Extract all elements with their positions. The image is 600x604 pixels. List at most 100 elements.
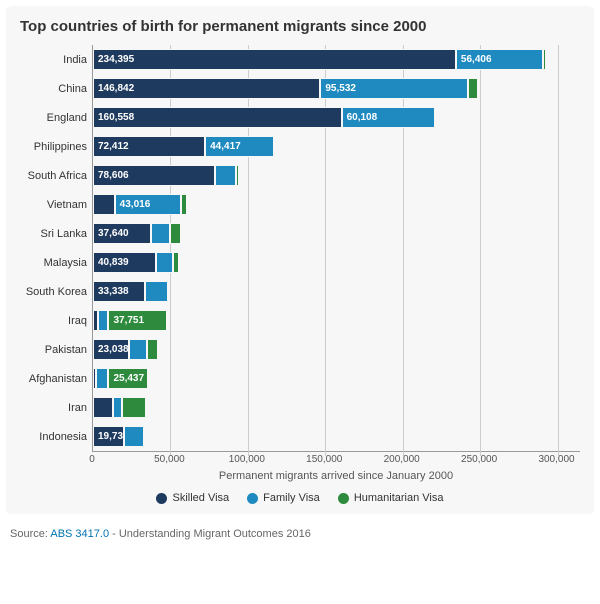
legend-item-skilled: Skilled Visa	[156, 492, 229, 504]
bar-stack: 33,338	[93, 281, 170, 302]
country-label: Philippines	[34, 141, 93, 153]
bar-value-label: 72,412	[94, 141, 129, 152]
x-axis-label: Permanent migrants arrived since January…	[92, 470, 580, 482]
country-row: Vietnam43,016	[93, 190, 580, 219]
country-row: Malaysia40,839	[93, 248, 580, 277]
bar-segment-family	[145, 281, 168, 302]
bar-segment-skilled: 37,640	[93, 223, 151, 244]
bar-value-label: 37,751	[109, 315, 144, 326]
bar-segment-family	[124, 426, 144, 447]
x-tick-label: 200,000	[384, 454, 420, 465]
bar-value-label: 25,437	[109, 373, 144, 384]
bar-segment-skilled: 19,730	[93, 426, 124, 447]
legend-swatch	[156, 493, 167, 504]
bar-segment-humanitarian	[168, 281, 170, 302]
bar-value-label: 146,842	[94, 83, 134, 94]
chart-body: India234,39556,406China146,84295,532Engl…	[20, 45, 580, 482]
x-tick-label: 50,000	[154, 454, 185, 465]
legend-swatch	[338, 493, 349, 504]
bar-stack: 19,730	[93, 426, 146, 447]
bar-value-label: 44,417	[206, 141, 241, 152]
bar-segment-family	[113, 397, 122, 418]
bar-segment-skilled: 40,839	[93, 252, 156, 273]
country-label: England	[47, 112, 93, 124]
bar-segment-humanitarian	[543, 49, 545, 70]
bar-segment-humanitarian	[181, 194, 187, 215]
bar-segment-skilled: 78,606	[93, 165, 215, 186]
x-tick-label: 250,000	[461, 454, 497, 465]
legend-label: Skilled Visa	[172, 492, 229, 504]
source-suffix: - Understanding Migrant Outcomes 2016	[112, 528, 311, 540]
bar-stack: 146,842 95,532	[93, 78, 478, 99]
bar-segment-skilled: 72,412	[93, 136, 205, 157]
country-label: Iran	[68, 402, 93, 414]
bar-stack: 160,55860,108	[93, 107, 435, 128]
source-line: Source: ABS 3417.0 - Understanding Migra…	[10, 528, 590, 540]
bar-segment-humanitarian: 37,751	[108, 310, 166, 331]
country-label: Vietnam	[47, 199, 93, 211]
country-row: Indonesia19,730	[93, 422, 580, 451]
bar-segment-humanitarian	[274, 136, 276, 157]
country-label: Sri Lanka	[41, 228, 93, 240]
country-row: England160,55860,108	[93, 103, 580, 132]
bar-value-label: 56,406	[457, 54, 492, 65]
bar-segment-humanitarian	[144, 426, 146, 447]
bar-segment-family	[156, 252, 173, 273]
legend-item-family: Family Visa	[247, 492, 320, 504]
bar-segment-family	[98, 310, 109, 331]
bar-stack: 37,640	[93, 223, 181, 244]
plot-area: India234,39556,406China146,84295,532Engl…	[92, 45, 580, 452]
bar-segment-skilled: 23,038	[93, 339, 129, 360]
legend-item-humanitarian: Humanitarian Visa	[338, 492, 444, 504]
chart-title: Top countries of birth for permanent mig…	[20, 18, 580, 35]
country-row: Philippines72,41244,417	[93, 132, 580, 161]
x-tick-label: 150,000	[306, 454, 342, 465]
bar-segment-family	[129, 339, 148, 360]
bar-segment-family: 56,406	[456, 49, 543, 70]
country-row: South Korea33,338	[93, 277, 580, 306]
bar-segment-humanitarian	[170, 223, 181, 244]
x-tick-label: 100,000	[229, 454, 265, 465]
bars-container: India234,39556,406China146,84295,532Engl…	[93, 45, 580, 451]
legend-label: Humanitarian Visa	[354, 492, 444, 504]
bar-segment-family	[96, 368, 108, 389]
bar-stack: 37,751	[93, 310, 167, 331]
bar-segment-skilled: 33,338	[93, 281, 145, 302]
legend-swatch	[247, 493, 258, 504]
bar-stack: 78,606	[93, 165, 239, 186]
country-label: Afghanistan	[29, 373, 93, 385]
legend-label: Family Visa	[263, 492, 320, 504]
bar-segment-humanitarian	[236, 165, 239, 186]
bar-stack: 40,839	[93, 252, 179, 273]
legend: Skilled Visa Family Visa Humanitarian Visa	[20, 492, 580, 504]
source-link[interactable]: ABS 3417.0	[50, 528, 109, 540]
bar-value-label: 23,038	[94, 344, 129, 355]
bar-stack: 72,412 44,417	[93, 136, 276, 157]
bar-value-label: 78,606	[94, 170, 129, 181]
bar-segment-family: 95,532	[320, 78, 468, 99]
source-prefix: Source:	[10, 528, 50, 540]
bar-segment-skilled: 234,395	[93, 49, 456, 70]
bar-value-label: 234,395	[94, 54, 134, 65]
chart-card: Top countries of birth for permanent mig…	[6, 6, 594, 514]
bar-segment-family: 43,016	[115, 194, 182, 215]
bar-value-label: 95,532	[321, 83, 356, 94]
bar-stack: 25,437	[93, 368, 148, 389]
bar-value-label: 37,640	[94, 228, 129, 239]
country-label: Iraq	[68, 315, 93, 327]
country-row: China146,84295,532	[93, 74, 580, 103]
country-label: Indonesia	[39, 431, 93, 443]
bar-segment-skilled	[93, 194, 115, 215]
bar-segment-skilled	[93, 397, 113, 418]
bar-value-label: 33,338	[94, 286, 129, 297]
bar-stack: 23,038	[93, 339, 158, 360]
bar-value-label: 160,558	[94, 112, 134, 123]
bar-segment-skilled: 160,558	[93, 107, 342, 128]
bar-segment-humanitarian	[173, 252, 179, 273]
country-label: Pakistan	[45, 344, 93, 356]
x-tick-label: 300,000	[538, 454, 574, 465]
bar-stack: 234,395 56,406	[93, 49, 546, 70]
bar-segment-humanitarian	[122, 397, 145, 418]
country-label: South Africa	[28, 170, 93, 182]
country-row: Afghanistan25,437	[93, 364, 580, 393]
